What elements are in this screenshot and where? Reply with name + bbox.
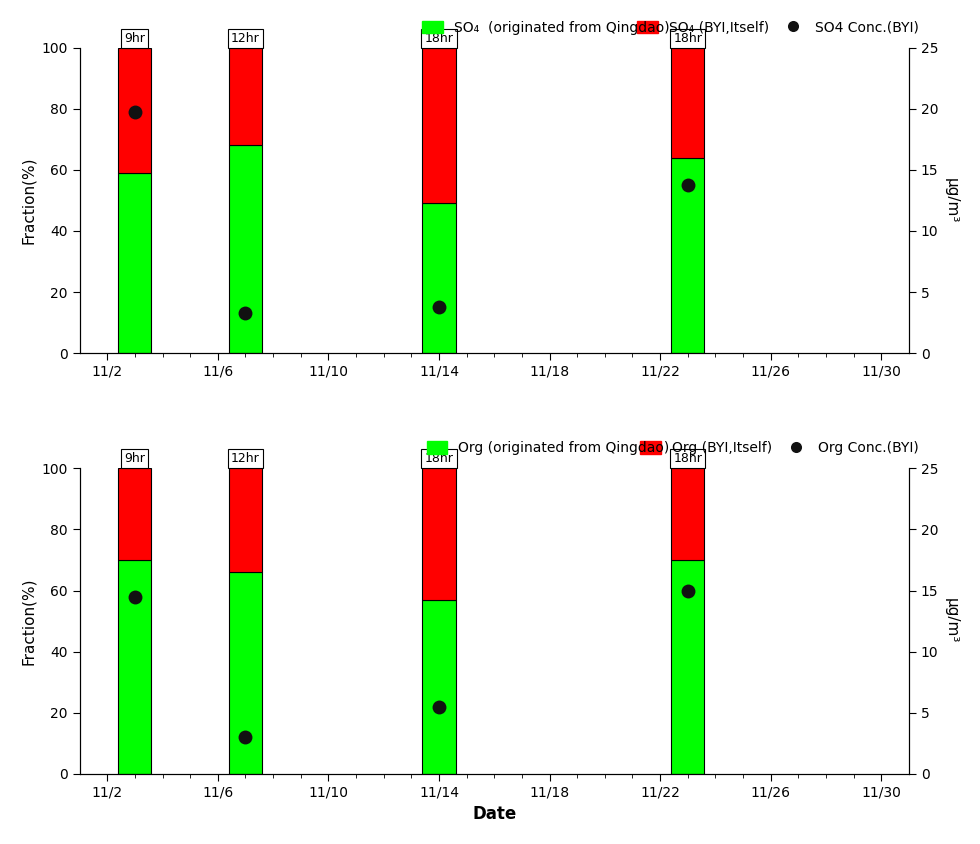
Point xyxy=(127,106,143,119)
Point xyxy=(431,700,447,713)
Bar xyxy=(229,572,262,774)
Y-axis label: μg/m³: μg/m³ xyxy=(944,178,959,223)
Bar xyxy=(671,47,705,158)
Bar xyxy=(422,468,456,600)
Text: 18hr: 18hr xyxy=(424,31,454,45)
Y-axis label: Fraction(%): Fraction(%) xyxy=(21,157,36,244)
Point xyxy=(680,584,696,598)
Bar xyxy=(671,560,705,774)
Text: 9hr: 9hr xyxy=(124,31,145,45)
Point xyxy=(431,300,447,314)
Point xyxy=(680,178,696,192)
Bar xyxy=(422,47,456,203)
Point xyxy=(237,306,253,320)
X-axis label: Date: Date xyxy=(472,805,516,823)
Bar xyxy=(422,203,456,353)
Y-axis label: Fraction(%): Fraction(%) xyxy=(21,577,36,665)
Legend: Org (originated from Qingdao): Org (originated from Qingdao) xyxy=(426,441,669,455)
Text: 12hr: 12hr xyxy=(231,452,260,465)
Bar xyxy=(119,47,152,173)
Bar xyxy=(671,158,705,353)
Bar xyxy=(119,468,152,560)
Bar xyxy=(229,468,262,572)
Text: 9hr: 9hr xyxy=(124,452,145,465)
Bar xyxy=(671,468,705,560)
Bar xyxy=(119,560,152,774)
Bar xyxy=(229,47,262,145)
Bar xyxy=(229,145,262,353)
Text: 18hr: 18hr xyxy=(673,31,703,45)
Text: 18hr: 18hr xyxy=(424,452,454,465)
Y-axis label: μg/m³: μg/m³ xyxy=(944,598,959,644)
Text: 18hr: 18hr xyxy=(673,452,703,465)
Bar xyxy=(119,173,152,353)
Text: 12hr: 12hr xyxy=(231,31,260,45)
Legend: SO₄  (originated from Qingdao): SO₄ (originated from Qingdao) xyxy=(422,20,669,35)
Point xyxy=(127,590,143,603)
Point xyxy=(237,730,253,744)
Bar xyxy=(422,600,456,774)
